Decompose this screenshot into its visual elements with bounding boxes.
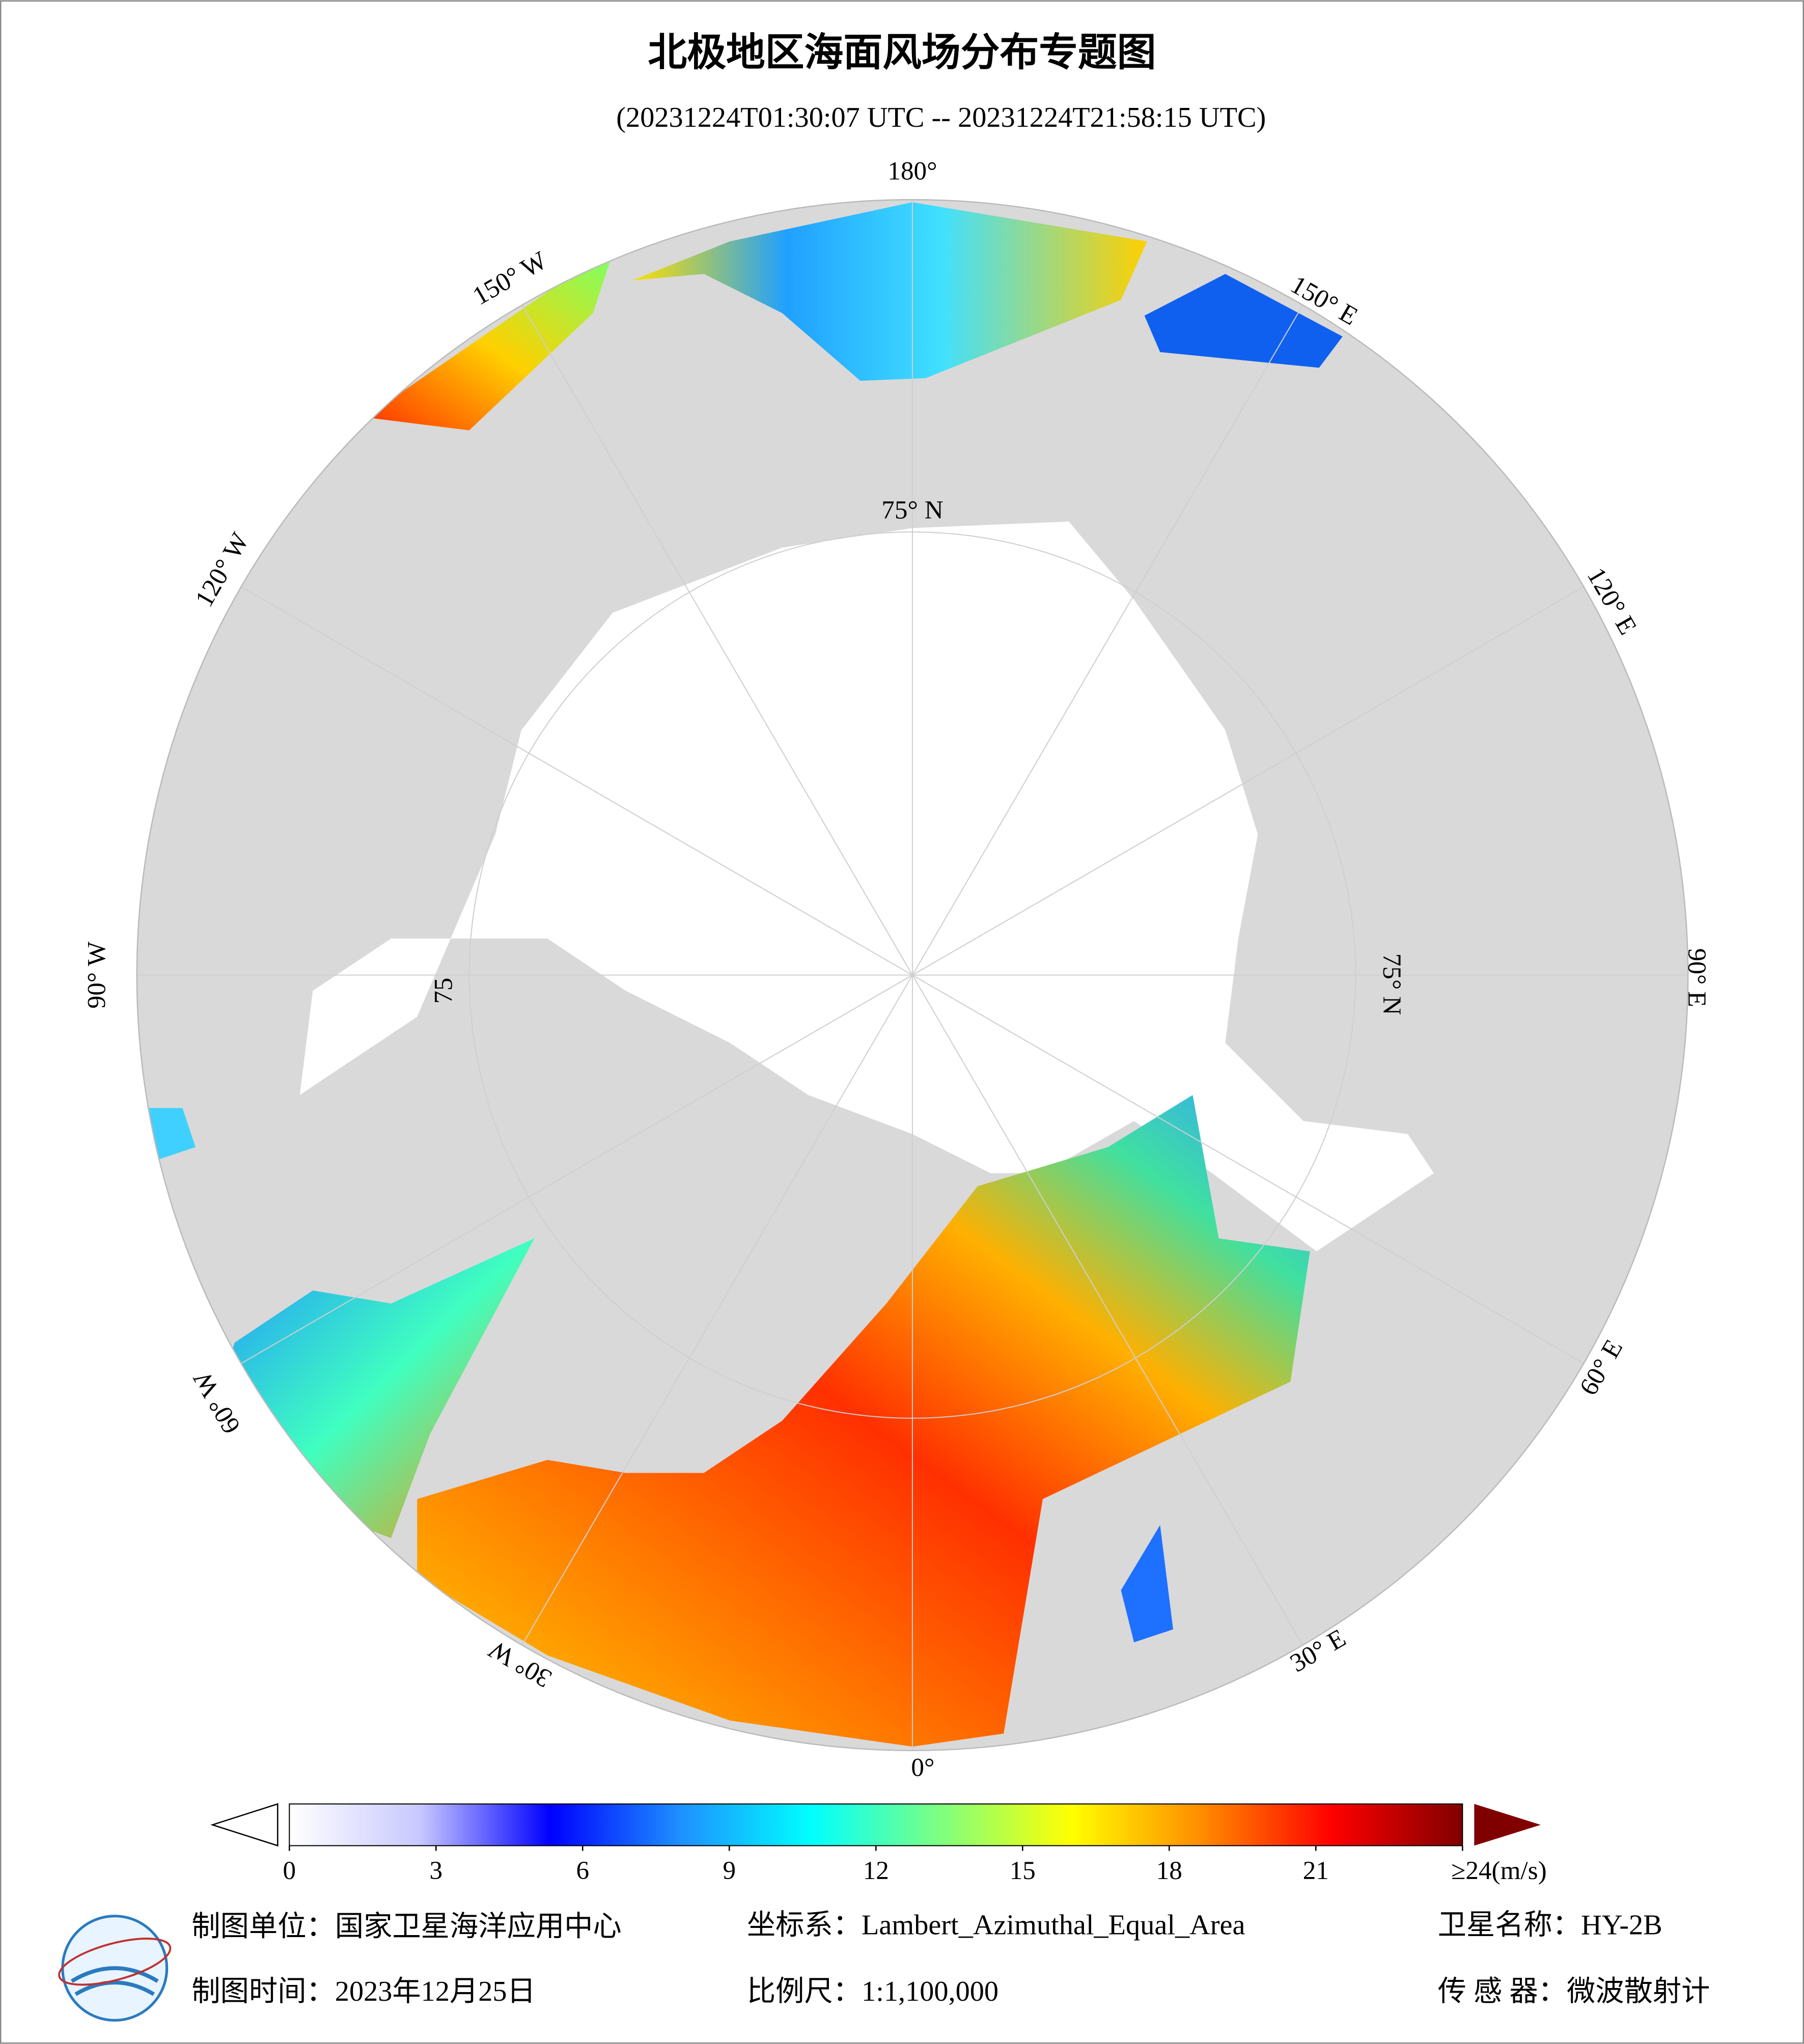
longitude-label: 0° <box>911 1753 934 1782</box>
latitude-label: 75 <box>429 977 458 1003</box>
footer-satellite: 卫星名称：HY-2B <box>1438 1910 1662 1941</box>
colorbar-tick-label: 3 <box>430 1856 443 1885</box>
colorbar-tick-label: 15 <box>1010 1856 1036 1885</box>
wind-field <box>1121 1525 1173 1643</box>
footer-unit: 制图单位：国家卫星海洋应用中心 <box>191 1910 621 1943</box>
graticule <box>136 200 1688 1751</box>
footer-scale: 比例尺：1:1,100,000 <box>747 1976 998 2007</box>
ocean <box>299 521 1434 1252</box>
colorbar-tick-label: ≥24(m/s) <box>1451 1856 1546 1885</box>
longitude-label: 90° E <box>1682 948 1711 1007</box>
colorbar-over <box>1474 1804 1541 1846</box>
colorbar-bar <box>289 1803 1463 1846</box>
colorbar-under <box>210 1803 279 1847</box>
colorbar-tick-label: 18 <box>1156 1856 1182 1885</box>
colorbar-tick-label: 6 <box>576 1856 590 1885</box>
latitude-label: 75° N <box>1377 954 1406 1015</box>
colorbar-tick-label: 9 <box>723 1856 736 1885</box>
wind-field <box>1144 274 1343 368</box>
longitude-label: 180° <box>887 157 937 186</box>
longitude-label: 90° W <box>82 941 111 1009</box>
footer-sensor: 传 感 器：微波散射计 <box>1438 1976 1710 2007</box>
colorbar-tick-label: 12 <box>863 1856 889 1885</box>
colorbar-tick-label: 0 <box>283 1856 296 1885</box>
wind-field <box>365 261 610 431</box>
map <box>136 200 1688 1751</box>
colorbar-tick-label: 21 <box>1303 1856 1329 1885</box>
logo <box>58 1915 172 2022</box>
footer-projection: 坐标系：Lambert_Azimuthal_Equal_Area <box>747 1910 1245 1941</box>
wind-field <box>632 202 1147 381</box>
subtitle: (20231224T01:30:07 UTC -- 20231224T21:58… <box>616 102 1266 133</box>
wind-field <box>417 1095 1310 1747</box>
title: 北极地区海面风场分布专题图 <box>648 30 1156 75</box>
footer-date: 制图时间：2023年12月25日 <box>191 1976 536 2007</box>
map-border <box>136 199 1689 1751</box>
latitude-label: 75° N <box>881 495 943 524</box>
colorbar: 0 3 6 9 12 15 18 21 ≥24(m/s) <box>210 1803 1547 1885</box>
